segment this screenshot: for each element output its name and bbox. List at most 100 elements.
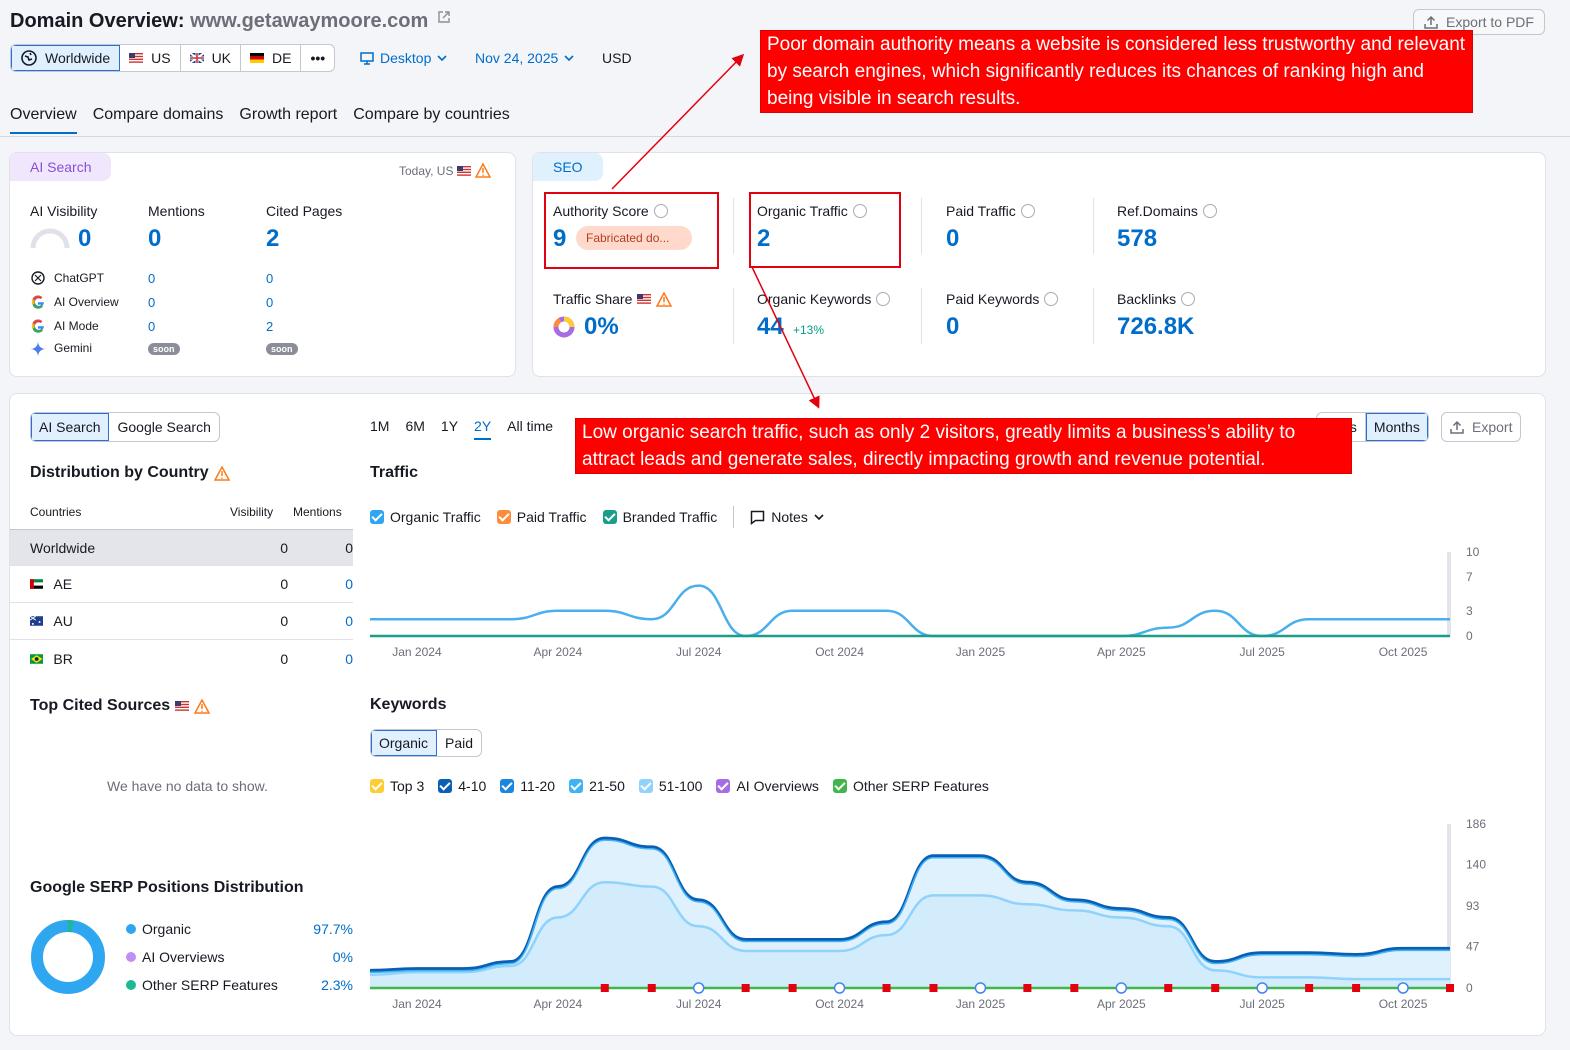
- export-button[interactable]: Export: [1441, 412, 1522, 442]
- y-tick-label: 3: [1466, 604, 1473, 618]
- fabricated-badge[interactable]: Fabricated do...: [576, 226, 692, 250]
- y-tick-label: 93: [1466, 899, 1480, 913]
- source-chatgpt-mentions[interactable]: 0: [148, 271, 156, 286]
- source-chatgpt-cited[interactable]: 0: [266, 271, 274, 286]
- legend-branded-traffic[interactable]: Branded Traffic: [602, 509, 718, 525]
- google-update-marker: [974, 982, 987, 994]
- mentions-value[interactable]: 0: [148, 225, 162, 252]
- us-flag-icon: [175, 701, 190, 711]
- paid-traffic-value[interactable]: 0: [946, 225, 960, 252]
- cited-pages-value[interactable]: 2: [266, 225, 280, 252]
- info-icon[interactable]: [1044, 292, 1059, 306]
- chevron-down-icon: [814, 514, 824, 521]
- legend-label: AI Overviews: [736, 778, 819, 794]
- organic-traffic-value[interactable]: 2: [757, 225, 771, 252]
- mentions-value[interactable]: 0: [345, 613, 353, 629]
- legend-label: Organic Traffic: [390, 509, 481, 525]
- range-1m[interactable]: 1M: [370, 418, 390, 434]
- range-all-time[interactable]: All time: [507, 418, 554, 434]
- currency-text: USD: [602, 50, 632, 66]
- toggle-google-search[interactable]: Google Search: [117, 419, 211, 435]
- more-databases-button[interactable]: •••: [301, 45, 334, 71]
- source-ai-mode-cited[interactable]: 2: [266, 319, 274, 334]
- mentions-value[interactable]: 0: [345, 576, 353, 592]
- db-us[interactable]: US: [120, 45, 181, 71]
- de-flag-icon: [250, 53, 265, 63]
- gemini-icon: [30, 341, 46, 357]
- period-months[interactable]: Months: [1365, 413, 1428, 441]
- x-tick-label: Jul 2025: [1239, 997, 1285, 1011]
- db-worldwide-label: Worldwide: [45, 50, 111, 66]
- legend-51-100[interactable]: 51-100: [638, 778, 702, 794]
- x-tick-label: Jan 2025: [956, 997, 1006, 1011]
- range-1y[interactable]: 1Y: [440, 418, 459, 434]
- db-uk[interactable]: UK: [181, 45, 242, 71]
- legend-other-serp[interactable]: Other SERP Features: [832, 778, 989, 794]
- info-icon[interactable]: [1181, 292, 1196, 306]
- info-icon[interactable]: [876, 292, 891, 306]
- info-icon[interactable]: [1202, 204, 1217, 218]
- info-icon[interactable]: [653, 204, 668, 218]
- globe-icon: [21, 50, 37, 66]
- toggle-ai-search[interactable]: AI Search: [31, 413, 110, 441]
- notes-dropdown[interactable]: Notes: [750, 509, 824, 525]
- range-2y[interactable]: 2Y: [474, 418, 492, 440]
- backlinks-value[interactable]: 726.8K: [1117, 313, 1195, 340]
- tab-compare-countries[interactable]: Compare by countries: [353, 106, 510, 123]
- external-link-icon[interactable]: [438, 11, 450, 23]
- note-flag-marker: [929, 984, 938, 992]
- ai-visibility-value[interactable]: 0: [78, 225, 92, 252]
- db-de[interactable]: DE: [241, 45, 302, 71]
- toggle-organic[interactable]: Organic: [371, 730, 438, 756]
- table-row[interactable]: Worldwide 0 0: [10, 529, 353, 566]
- table-row[interactable]: AU 0 0: [10, 603, 353, 640]
- source-ai-overview-cited[interactable]: 0: [266, 295, 274, 310]
- tab-overview[interactable]: Overview: [10, 106, 77, 134]
- legend-4-10[interactable]: 4-10: [438, 778, 486, 794]
- ref-domains-value[interactable]: 578: [1117, 225, 1158, 252]
- paid-keywords-value[interactable]: 0: [946, 313, 960, 340]
- device-selector[interactable]: Desktop: [360, 50, 447, 66]
- date-selector[interactable]: Nov 24, 2025: [475, 50, 574, 66]
- mentions-label: Mentions: [148, 203, 205, 219]
- warning-icon: [194, 698, 211, 714]
- info-icon[interactable]: [1020, 204, 1035, 218]
- keywords-chart[interactable]: 186 140 93 47 0 Jan 2024 Apr 2024 Jul 2024 Oct 2…: [360, 812, 1490, 1022]
- toggle-paid[interactable]: Paid: [445, 735, 474, 751]
- legend-top3[interactable]: Top 3: [370, 778, 424, 794]
- range-6m[interactable]: 6M: [405, 418, 425, 434]
- legend-ai-overviews[interactable]: AI Overviews: [716, 778, 819, 794]
- x-tick-label: Oct 2024: [815, 997, 864, 1011]
- legend-11-20[interactable]: 11-20: [500, 778, 555, 794]
- checkbox-icon: [602, 510, 617, 524]
- country-name: BR: [53, 650, 73, 667]
- legend-21-50[interactable]: 21-50: [569, 778, 625, 794]
- google-update-marker: [833, 982, 846, 994]
- source-ai-mode-mentions[interactable]: 0: [148, 319, 156, 334]
- legend-organic-traffic[interactable]: Organic Traffic: [370, 509, 481, 525]
- currency-label: USD: [602, 50, 632, 66]
- traffic-chart[interactable]: 10 7 3 0 Jan 2024 Apr 2024 Jul 2024 Oct 2024 Jan…: [360, 540, 1490, 670]
- plot-edge: [1447, 552, 1451, 636]
- legend-label: Branded Traffic: [622, 509, 718, 525]
- info-icon[interactable]: [852, 204, 867, 218]
- y-tick-label: 10: [1466, 545, 1480, 559]
- tab-compare-domains[interactable]: Compare domains: [92, 106, 224, 123]
- organic-keywords-value[interactable]: 44: [757, 313, 784, 340]
- serp-legend-organic: Organic: [126, 921, 191, 937]
- source-ai-overview-mentions[interactable]: 0: [148, 295, 156, 310]
- legend-paid-traffic[interactable]: Paid Traffic: [496, 509, 587, 525]
- domain-name[interactable]: www.getawaymoore.com: [190, 10, 429, 32]
- x-tick-label: Apr 2025: [1097, 997, 1146, 1011]
- note-flag-marker: [1164, 984, 1173, 992]
- traffic-share-value[interactable]: 0%: [584, 313, 619, 340]
- authority-score-value[interactable]: 9: [553, 225, 567, 252]
- note-flag-marker: [600, 984, 609, 992]
- table-row[interactable]: BR 0 0: [10, 640, 353, 677]
- mentions-value[interactable]: 0: [345, 650, 353, 667]
- seo-chip: SEO: [533, 153, 603, 181]
- y-tick-label: 140: [1466, 858, 1486, 872]
- db-worldwide[interactable]: Worldwide: [11, 45, 121, 71]
- tab-growth-report[interactable]: Growth report: [239, 106, 338, 123]
- table-row[interactable]: AE 0 0: [10, 566, 353, 603]
